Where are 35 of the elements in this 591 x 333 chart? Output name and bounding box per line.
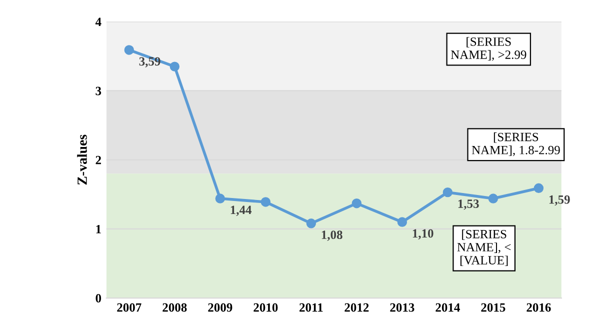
x-tick-label: 2011 <box>300 303 323 312</box>
x-tick-label: 2008 <box>162 303 187 312</box>
x-tick-label: 2016 <box>526 303 551 312</box>
band-label: [SERIES NAME], < [VALUE] <box>457 230 511 266</box>
point <box>215 194 226 204</box>
y-tick-label: 0 <box>96 294 102 302</box>
x-tick-label: 2007 <box>117 303 142 312</box>
y-tick-label: 4 <box>95 18 102 26</box>
point <box>442 187 453 198</box>
data-label: 1,08 <box>322 230 342 241</box>
point <box>260 197 271 207</box>
data-label: 1,53 <box>458 200 479 210</box>
data-label: 1,10 <box>412 229 434 240</box>
y-axis-title: Z-values <box>77 134 87 185</box>
y-tick-label: 3 <box>96 86 102 96</box>
point <box>124 45 134 55</box>
x-tick-label: 2012 <box>344 303 369 312</box>
x-tick-label: 2014 <box>436 303 460 312</box>
x-tick-label: 2010 <box>254 303 278 312</box>
y-tick-label: 1 <box>96 225 101 234</box>
point <box>488 194 498 204</box>
band-label: [SERIES NAME], >2.99 <box>450 37 526 61</box>
band-label: [SERIES NAME], 1.8-2.99 <box>472 132 560 156</box>
point <box>170 62 180 72</box>
point <box>352 198 362 208</box>
point <box>397 217 408 227</box>
point <box>534 183 544 194</box>
data-label: 3,59 <box>139 57 160 68</box>
data-label: 1,59 <box>549 195 570 206</box>
x-tick-label: 2009 <box>208 303 232 312</box>
x-tick-label: 2015 <box>481 303 506 312</box>
point <box>306 218 316 228</box>
data-label: 1,44 <box>230 206 252 216</box>
x-tick-label: 2013 <box>390 303 414 312</box>
y-tick-label: 2 <box>96 156 101 164</box>
